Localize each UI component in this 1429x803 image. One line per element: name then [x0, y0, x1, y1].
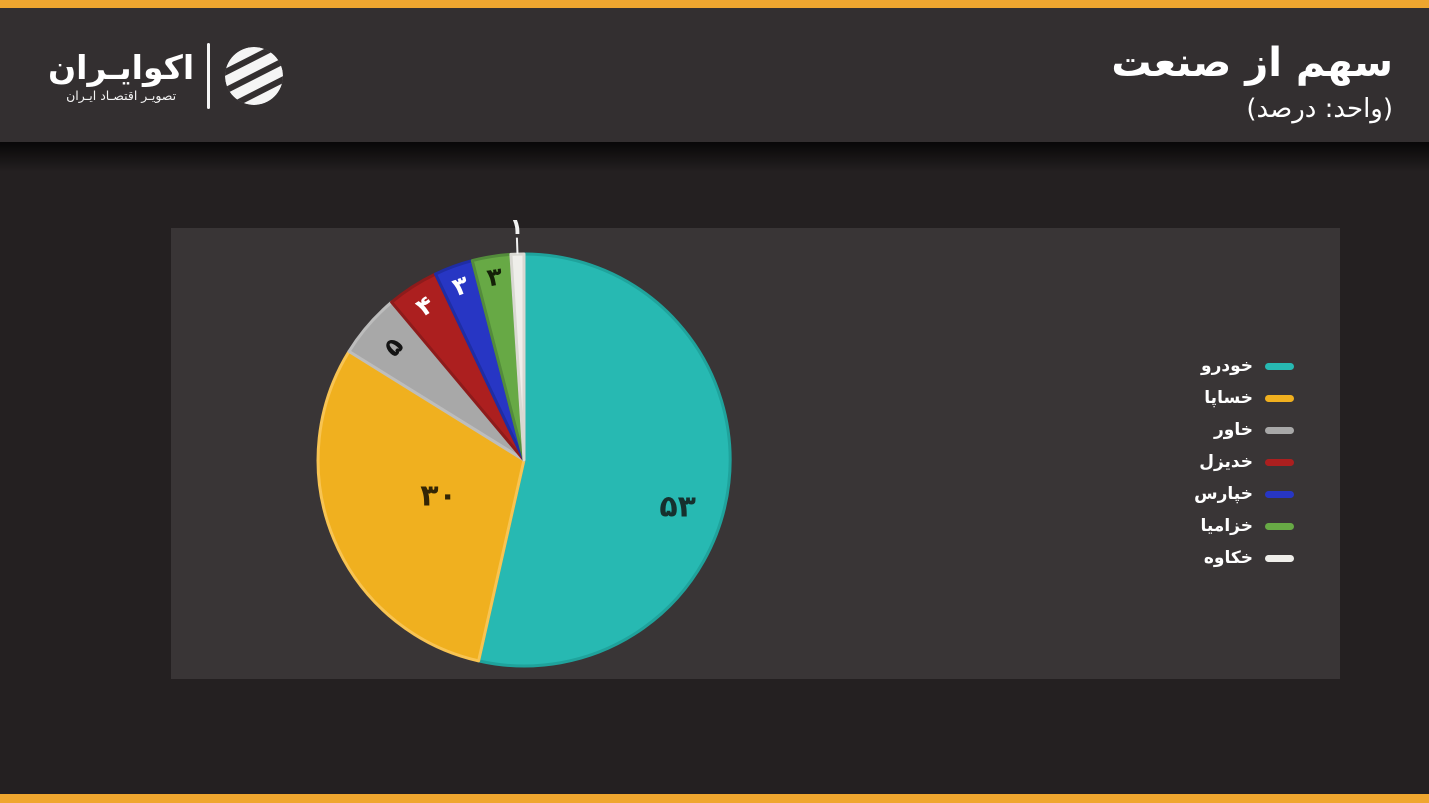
top-accent-strip	[0, 0, 1429, 8]
header: اکوایـران تصویـر اقتصـاد ایـران سهم از ص…	[0, 8, 1429, 142]
logo: اکوایـران تصویـر اقتصـاد ایـران	[48, 38, 285, 114]
legend-item-خزامیا[interactable]: خزامیا	[1200, 516, 1294, 536]
legend-swatch	[1265, 426, 1294, 434]
legend-swatch	[1265, 394, 1294, 402]
legend-label: خساپا	[1204, 388, 1253, 408]
pie-slice-خودرو[interactable]	[477, 252, 732, 668]
legend-label: خکاوه	[1203, 548, 1253, 568]
pie-value-label: ۳	[485, 261, 505, 292]
legend-item-خساپا[interactable]: خساپا	[1204, 388, 1294, 408]
legend-label: خپارس	[1194, 484, 1253, 504]
ecoiran-logo-icon	[224, 47, 283, 105]
legend-item-خاور[interactable]: خاور	[1214, 420, 1294, 440]
legend-swatch	[1265, 362, 1294, 370]
legend-swatch	[1265, 554, 1294, 562]
legend-swatch	[1265, 458, 1294, 466]
label-leader-line	[515, 237, 519, 255]
pie-value-label: ۳۰	[420, 478, 457, 513]
bottom-accent-strip	[0, 794, 1429, 803]
legend-item-خدیزل[interactable]: خدیزل	[1199, 452, 1294, 472]
header-shadow	[0, 142, 1429, 172]
page-subtitle: (واحد: درصد)	[1246, 94, 1393, 124]
legend-label: خودرو	[1201, 356, 1253, 376]
legend: خودرو خساپا خاور خدیزل خپارس خزامیا خکاوه	[1194, 356, 1294, 568]
legend-label: خدیزل	[1199, 452, 1253, 472]
legend-swatch	[1265, 522, 1294, 530]
logo-tagline: تصویـر اقتصـاد ایـران	[66, 88, 177, 104]
chart-area: ۵۳ ۳۰ ۵ ۴ ۳ ۳ ۱ خودرو خساپا خاور خدیزل خپارس خزامیا…	[171, 215, 1340, 679]
page-title: سهم از صنعت	[1111, 40, 1393, 86]
logo-text: اکوایـران تصویـر اقتصـاد ایـران	[48, 47, 195, 104]
legend-label: خاور	[1214, 420, 1253, 440]
logo-divider	[207, 43, 210, 109]
legend-label: خزامیا	[1200, 516, 1253, 536]
pie-value-label: ۵۳	[659, 490, 696, 525]
legend-item-خکاوه[interactable]: خکاوه	[1204, 548, 1294, 568]
logo-name: اکوایـران	[48, 47, 195, 87]
legend-swatch	[1265, 490, 1294, 498]
title-block: سهم از صنعت (واحد: درصد)	[1111, 42, 1393, 124]
legend-item-خپارس[interactable]: خپارس	[1194, 484, 1294, 504]
legend-item-خودرو[interactable]: خودرو	[1201, 356, 1294, 376]
pie-value-label: ۱	[510, 215, 523, 240]
